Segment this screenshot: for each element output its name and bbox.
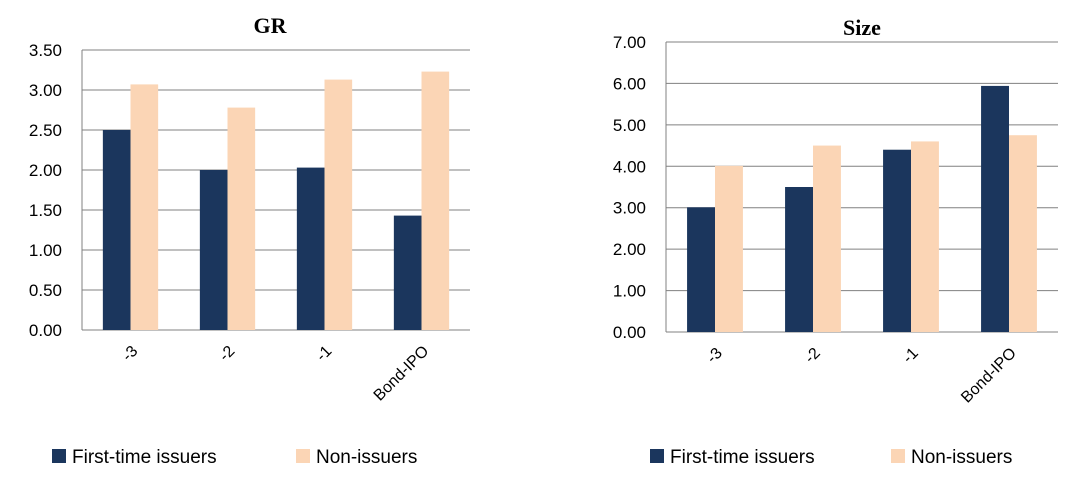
x-tick-label: -2 [802,345,824,367]
gr-chart: GR 0.00 0.50 1.00 1.50 2.00 2.50 3.00 3.50 -3 -2 -1… [29,13,470,468]
legend-label-non-issuers: Non-issuers [911,447,1012,468]
y-tick-label: 5.00 [613,116,646,135]
size-chart: Size 0.00 1.00 2.00 3.00 4.00 5.00 6.00 7.00 -3 -2… [613,15,1058,468]
x-tick-label: -3 [704,345,726,367]
y-tick-label: 1.00 [613,282,646,301]
legend-swatch-first-time-issuers [52,449,66,463]
y-tick-label: 0.00 [29,321,62,340]
bar-non-issuers [130,84,159,331]
bar-non-issuers [813,145,841,332]
bar-non-issuers [715,165,743,332]
bar-non-issuers [227,107,256,330]
y-tick-label: 2.00 [613,240,646,259]
y-tick-label: 6.00 [613,74,646,93]
legend-swatch-non-issuers [891,449,905,463]
legend-label-first-time-issuers: First-time issuers [670,447,815,468]
bar-first-time-issuers [785,187,813,332]
chart-title: Size [843,15,881,40]
y-tick-label: 0.00 [613,323,646,342]
legend-label-first-time-issuers: First-time issuers [72,447,217,468]
bar-first-time-issuers [199,170,228,330]
y-tick-label: 1.50 [29,201,62,220]
legend-label-non-issuers: Non-issuers [316,447,417,468]
x-tick-label: -3 [119,343,141,365]
y-tick-label: 3.00 [29,81,62,100]
x-tick-label: -2 [216,343,238,365]
y-tick-label: 2.00 [29,161,62,180]
bar-non-issuers [911,141,939,332]
bar-first-time-issuers [883,149,911,332]
bar-non-issuers [1009,135,1037,332]
bar-first-time-issuers [102,130,131,330]
legend-swatch-first-time-issuers [650,449,664,463]
bar-non-issuers [324,79,353,330]
bar-non-issuers [421,71,450,330]
bar-first-time-issuers [296,167,325,330]
y-tick-label: 3.00 [613,199,646,218]
x-tick-label: Bond-IPO [371,343,433,405]
y-tick-label: 1.00 [29,241,62,260]
y-tick-label: 0.50 [29,281,62,300]
chart-title: GR [254,13,288,38]
x-tick-label: Bond-IPO [958,345,1020,407]
bar-first-time-issuers [687,207,715,332]
y-tick-label: 2.50 [29,121,62,140]
y-tick-label: 4.00 [613,157,646,176]
legend-swatch-non-issuers [296,449,310,463]
x-tick-label: -1 [313,343,335,365]
y-tick-label: 3.50 [29,41,62,60]
y-tick-label: 7.00 [613,33,646,52]
bar-first-time-issuers [981,85,1009,333]
bar-first-time-issuers [393,215,422,330]
x-tick-label: -1 [900,345,922,367]
